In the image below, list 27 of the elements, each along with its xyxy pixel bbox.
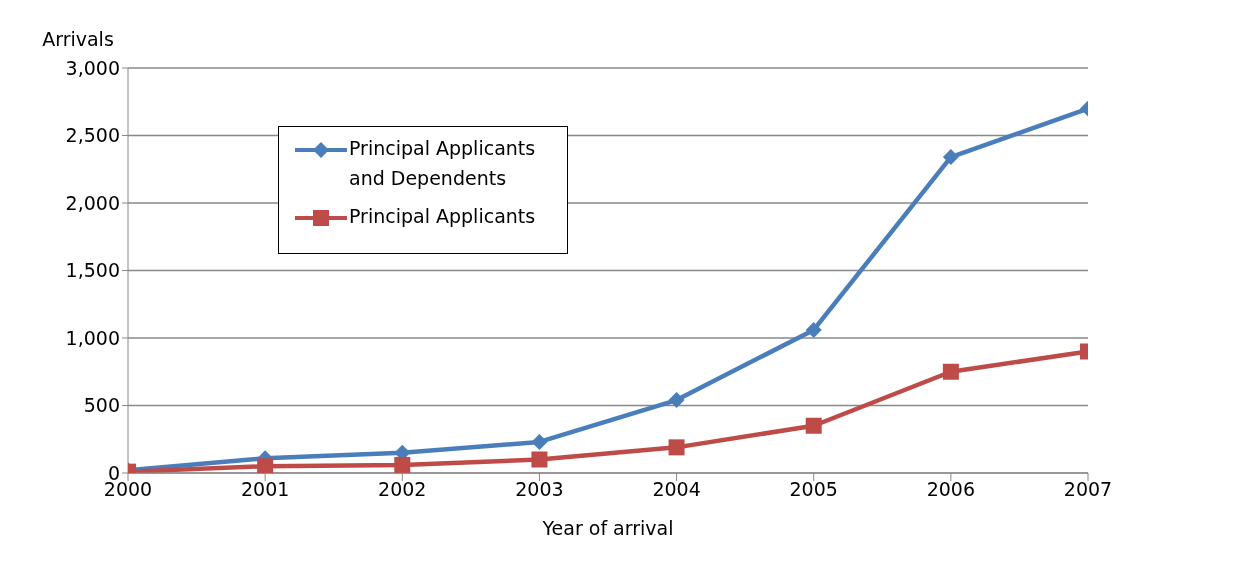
- point: [942, 363, 959, 380]
- x-tick-label: 2004: [652, 478, 701, 501]
- y-tick-label: 500: [83, 394, 120, 417]
- point: [668, 439, 685, 456]
- x-tick-label: 2003: [515, 478, 564, 501]
- point: [531, 451, 548, 468]
- point: [805, 321, 822, 338]
- x-axis-title: Year of arrival: [541, 517, 674, 539]
- legend-label: Principal Applicants: [349, 204, 536, 229]
- y-tick-label: 1,000: [65, 326, 120, 349]
- x-tick-label: 2007: [1063, 478, 1113, 501]
- point: [394, 456, 411, 473]
- point: [942, 149, 959, 166]
- point: [668, 392, 685, 409]
- point: [805, 417, 822, 434]
- point: [531, 433, 548, 450]
- x-tick-label: 2002: [378, 478, 427, 501]
- legend-label: Principal Applicants and Dependents: [349, 136, 537, 191]
- x-tick-label: 2006: [926, 478, 976, 501]
- y-axis-title: Arrivals: [42, 28, 114, 50]
- y-tick-label: 3,000: [65, 56, 120, 79]
- x-tick-label: 2005: [789, 478, 838, 501]
- y-tick-label: 2,000: [65, 191, 120, 214]
- point: [257, 458, 274, 473]
- x-tick-label: 2001: [240, 478, 290, 501]
- y-tick-label: 1,500: [65, 259, 120, 282]
- y-tick-label: 2,500: [65, 124, 120, 147]
